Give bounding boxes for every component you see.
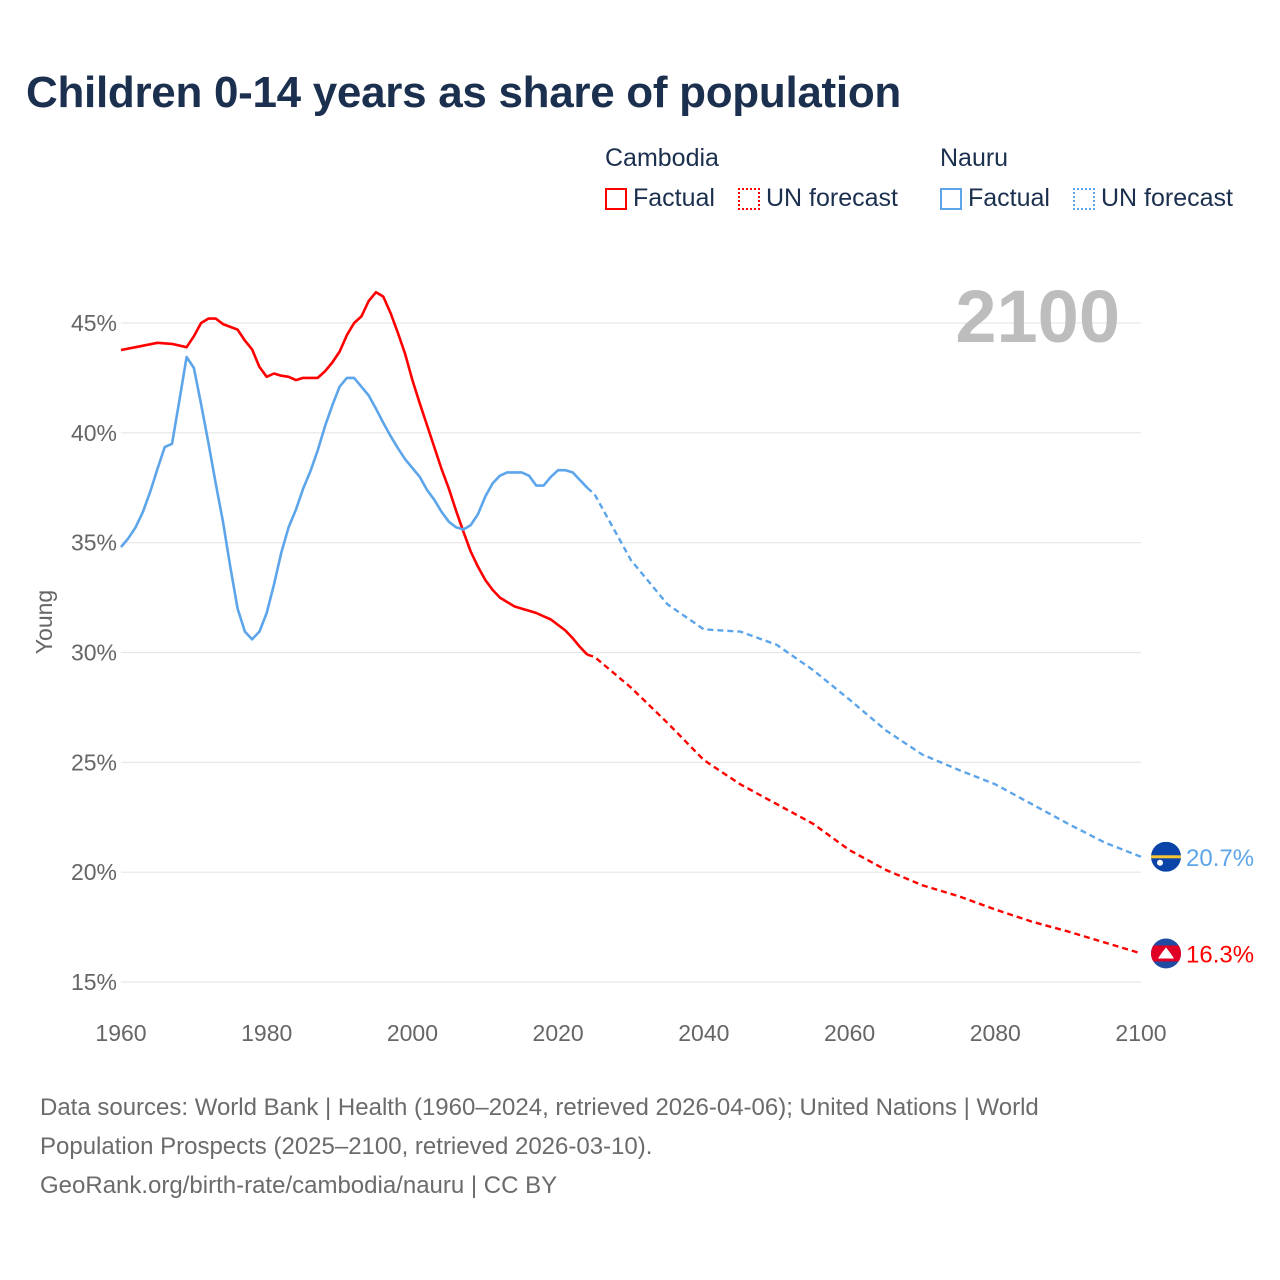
footer: Data sources: World Bank | Health (1960–… <box>40 1088 1039 1205</box>
cambodia-flag-icon <box>1151 938 1181 969</box>
x-tick-label: 2080 <box>970 1020 1021 1046</box>
legend-group-nauru: Nauru <box>940 144 1009 172</box>
x-tick-label: 2040 <box>678 1020 729 1046</box>
cambodia-factual-line <box>120 290 589 656</box>
y-tick-label: 15% <box>71 969 117 995</box>
legend-nauru-factual[interactable]: Factual <box>940 184 1050 213</box>
y-tick-label: 35% <box>71 530 117 556</box>
nauru-flag-icon <box>1151 841 1181 872</box>
year-overlay: 2100 <box>955 275 1120 358</box>
footer-link[interactable]: GeoRank.org/birth-rate/cambodia/nauru | … <box>40 1172 558 1199</box>
footer-sources-2: Population Prospects (2025–2100, retriev… <box>40 1133 653 1160</box>
chart-title: Children 0-14 years as share of populati… <box>26 68 901 117</box>
y-tick-label: 20% <box>71 859 117 885</box>
nauru-end-value-label: 20.7% <box>1186 845 1254 872</box>
legend-label: UN forecast <box>766 184 898 212</box>
y-tick-label: 25% <box>71 749 117 775</box>
legend-label: UN forecast <box>1101 184 1233 212</box>
footer-sources-1: Data sources: World Bank | Health (1960–… <box>40 1094 1039 1121</box>
legend-swatch-solid <box>940 187 962 210</box>
y-tick-label: 30% <box>71 640 117 666</box>
legend-swatch-solid <box>605 187 627 210</box>
legend-swatch-dotted <box>738 187 760 210</box>
x-tick-label: 2020 <box>533 1020 584 1046</box>
cambodia-forecast-line <box>586 653 1142 955</box>
x-tick-label: 1960 <box>95 1020 146 1046</box>
y-axis-label: Young <box>31 590 57 654</box>
legend-label: Factual <box>968 184 1050 212</box>
nauru-factual-line <box>119 355 589 641</box>
legend-cambodia-factual[interactable]: Factual <box>605 184 715 213</box>
x-tick-label: 1980 <box>241 1020 292 1046</box>
cambodia-end-value-label: 16.3% <box>1186 941 1254 968</box>
y-tick-label: 40% <box>71 420 117 446</box>
nauru-forecast-line <box>586 486 1142 858</box>
legend-swatch-dotted <box>1073 187 1095 210</box>
legend-nauru-forecast[interactable]: UN forecast <box>1073 184 1233 213</box>
legend-label: Factual <box>633 184 715 212</box>
x-tick-label: 2060 <box>824 1020 875 1046</box>
legend-group-cambodia: Cambodia <box>605 144 719 172</box>
y-tick-label: 45% <box>71 310 117 336</box>
legend-cambodia-forecast[interactable]: UN forecast <box>738 184 898 213</box>
x-tick-label: 2100 <box>1115 1020 1166 1046</box>
x-tick-label: 2000 <box>387 1020 438 1046</box>
